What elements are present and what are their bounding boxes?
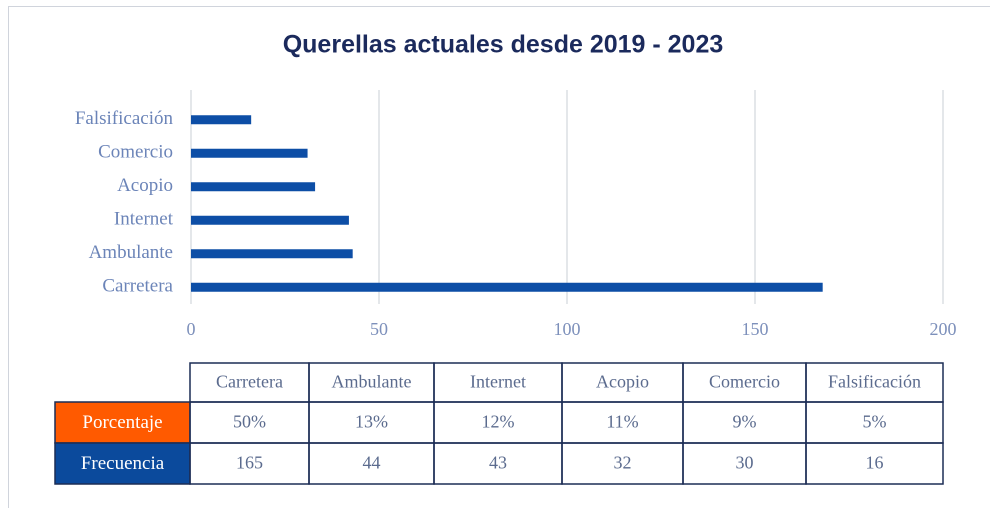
column-header: Ambulante — [332, 372, 412, 392]
row-header: Frecuencia — [81, 453, 165, 474]
header-cell — [805, 362, 944, 403]
column-header: Acopio — [596, 372, 649, 392]
cell-text: 50% — [233, 412, 266, 432]
bar — [191, 249, 353, 259]
cell-text: 44 — [363, 453, 381, 473]
cell-text: 13% — [355, 412, 388, 432]
y-tick-label: Falsificación — [75, 108, 174, 129]
x-tick-label: 100 — [554, 319, 581, 339]
x-tick-label: 0 — [187, 319, 196, 339]
cell-text: 43 — [489, 453, 507, 473]
y-tick-label: Ambulante — [89, 242, 173, 263]
column-header: Falsificación — [828, 372, 921, 392]
column-header: Internet — [470, 372, 526, 392]
y-tick-label: Carretera — [102, 276, 173, 297]
chart-title: Querellas actuales desde 2019 - 2023 — [283, 31, 724, 59]
y-tick-label: Internet — [114, 209, 174, 230]
column-header: Comercio — [709, 372, 780, 392]
cell-text: 5% — [863, 412, 887, 432]
bar — [191, 148, 308, 158]
y-tick-label: Acopio — [117, 175, 173, 196]
cell-text: 165 — [236, 453, 263, 473]
row-header: Porcentaje — [82, 412, 162, 433]
column-header: Carretera — [216, 372, 283, 392]
x-tick-label: 200 — [930, 319, 957, 339]
bar — [191, 215, 349, 225]
y-tick-label: Comercio — [98, 142, 173, 163]
x-tick-label: 50 — [370, 319, 388, 339]
cell-text: 12% — [482, 412, 515, 432]
table-cell — [805, 442, 944, 485]
x-tick-label: 150 — [742, 319, 769, 339]
cell-text: 9% — [733, 412, 757, 432]
cell-text: 30 — [736, 453, 754, 473]
cell-text: 16 — [866, 453, 884, 473]
bar — [191, 282, 823, 292]
bar — [191, 115, 252, 125]
bar — [191, 182, 316, 192]
cell-text: 11% — [606, 412, 638, 432]
cell-text: 32 — [614, 453, 632, 473]
